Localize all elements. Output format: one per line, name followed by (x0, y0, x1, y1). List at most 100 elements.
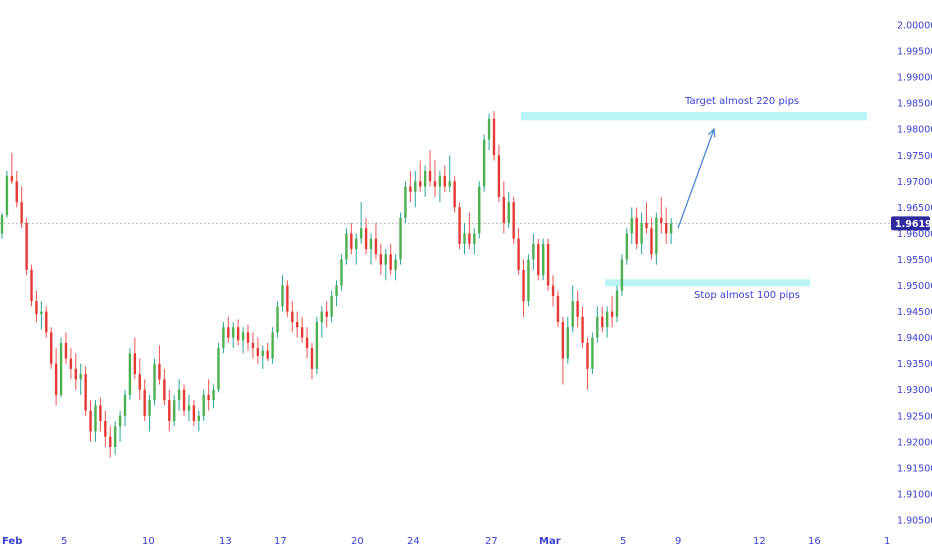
candle-body (281, 285, 284, 307)
x-tick-label: 5 (61, 536, 67, 547)
candle-body (296, 322, 299, 328)
candle-body (532, 243, 535, 260)
candle-body (153, 363, 156, 401)
candle-body (177, 389, 181, 401)
x-axis: Feb 5 10 13 17 20 24 27 Mar 5 9 12 16 1 (2, 536, 890, 547)
candle-body (222, 327, 225, 349)
candle-body (74, 368, 77, 380)
candle-body (650, 228, 653, 255)
candle-body (655, 217, 658, 255)
candle-body (84, 374, 87, 411)
candle-body (59, 342, 63, 395)
candle-body (123, 394, 127, 416)
candle-body (522, 269, 525, 302)
y-tick-label: 1.95500 (897, 255, 932, 266)
candle-body (645, 223, 648, 229)
target-arrow-head (707, 127, 716, 138)
candle-body (138, 374, 141, 390)
candle-body (448, 181, 451, 187)
candle-body (492, 118, 496, 156)
candle-body (527, 259, 530, 302)
candle-body (241, 332, 245, 341)
candle-body (384, 254, 387, 265)
y-tick-label: 1.95000 (897, 281, 932, 292)
current-price-label: 1.96194 (895, 219, 932, 230)
candle-body (173, 400, 176, 421)
candle-body (359, 228, 363, 239)
candle-body (45, 311, 48, 333)
x-tick-label: 16 (808, 536, 821, 547)
target-arrow (677, 129, 715, 229)
candle-body (512, 202, 515, 239)
candle-body (625, 233, 629, 260)
candle-body (433, 181, 437, 187)
candle-body (300, 327, 304, 338)
candle-body (478, 186, 481, 234)
candle-body (389, 254, 392, 270)
candle-body (364, 228, 368, 250)
candle-body (576, 301, 579, 317)
candle-body (374, 238, 378, 255)
candle-body (561, 322, 565, 359)
y-tick-label: 1.96500 (897, 203, 932, 214)
candle-body (502, 196, 506, 223)
candle-body (414, 181, 417, 192)
y-tick-label: 1.93000 (897, 385, 932, 396)
candle-body (542, 243, 545, 276)
candle-body (182, 389, 186, 411)
candle-body (419, 181, 422, 187)
candle-body (291, 311, 294, 322)
candle-body (591, 337, 594, 369)
candle-body (399, 217, 402, 260)
target-zone-label: Target almost 220 pips (684, 96, 799, 107)
candle-body (428, 170, 432, 182)
candle-body (168, 400, 171, 421)
candle-body (404, 186, 407, 218)
candle-body (507, 202, 510, 223)
candle-body (345, 233, 348, 260)
candle-body (443, 176, 446, 187)
x-tick-label: 1 (884, 536, 890, 547)
y-tick-label: 1.96000 (897, 229, 932, 240)
candle-body (212, 389, 215, 401)
candle-body (261, 350, 264, 356)
candle-body (669, 223, 673, 234)
candle-body (163, 379, 166, 401)
candle-body (54, 363, 58, 395)
candle-body (487, 118, 491, 140)
candle-body (69, 358, 73, 369)
candle-body (517, 238, 520, 270)
candle-body (640, 223, 643, 244)
y-tick-label: 1.98000 (897, 125, 932, 136)
candle-body (537, 243, 540, 276)
candle-body (635, 217, 638, 244)
candle-body (64, 342, 68, 359)
candle-body (40, 311, 43, 315)
y-tick-label: 1.91000 (897, 489, 932, 500)
candle-body (630, 217, 633, 234)
x-tick-label: 13 (219, 536, 232, 547)
candle-body (50, 332, 53, 364)
candle-body (217, 348, 220, 390)
candle-body (251, 342, 255, 349)
y-tick-label: 1.90500 (897, 516, 932, 527)
x-tick-label: 27 (485, 536, 498, 547)
stop-zone-label: Stop almost 100 pips (694, 290, 800, 301)
candle-body (286, 285, 289, 312)
candle-body (335, 285, 338, 296)
candle-body (379, 254, 383, 265)
y-tick-label: 1.94500 (897, 307, 932, 318)
candle-body (340, 259, 343, 286)
candle-body (453, 181, 456, 208)
stop-zone (605, 279, 810, 287)
candle-body (615, 290, 619, 317)
candle-body (109, 436, 112, 448)
zones-layer (521, 112, 867, 287)
candle-body (473, 233, 476, 244)
candle-body (236, 327, 240, 341)
candle-body (118, 415, 122, 427)
candle-body (207, 394, 210, 401)
candle-body (79, 374, 82, 380)
candle-body (89, 410, 92, 432)
